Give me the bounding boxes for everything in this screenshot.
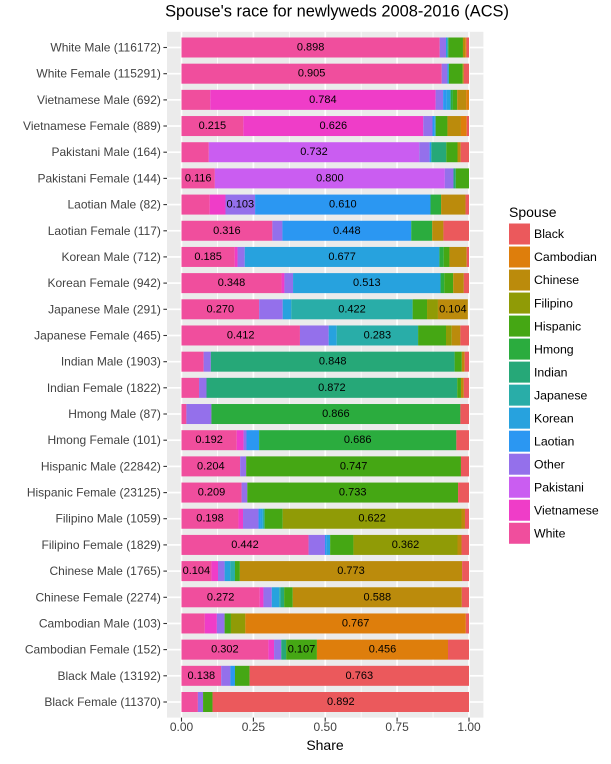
svg-text:0.442: 0.442 [231, 539, 259, 551]
svg-text:0.898: 0.898 [297, 42, 325, 54]
svg-text:0.448: 0.448 [333, 225, 361, 237]
svg-text:Cambodian Male (103): Cambodian Male (103) [39, 617, 161, 631]
svg-text:Korean Male (712): Korean Male (712) [62, 250, 161, 264]
svg-text:0.848: 0.848 [319, 356, 347, 368]
svg-text:Spouse's race for newlyweds 20: Spouse's race for newlyweds 2008-2016 (A… [165, 3, 509, 21]
svg-text:0.905: 0.905 [298, 68, 326, 80]
svg-text:Japanese Female (465): Japanese Female (465) [34, 329, 161, 343]
svg-text:Hispanic Female (23125): Hispanic Female (23125) [27, 486, 161, 500]
svg-text:Hispanic: Hispanic [534, 319, 581, 333]
svg-text:0.412: 0.412 [227, 330, 255, 342]
svg-text:Filipino Male (1059): Filipino Male (1059) [56, 512, 161, 526]
svg-text:0.204: 0.204 [197, 460, 225, 472]
svg-text:Indian: Indian [534, 365, 568, 379]
svg-text:Spouse: Spouse [509, 204, 557, 220]
svg-text:0.610: 0.610 [329, 199, 357, 211]
svg-text:0.362: 0.362 [392, 539, 420, 551]
svg-text:0.75: 0.75 [385, 720, 409, 734]
svg-text:Korean: Korean [534, 411, 574, 425]
svg-text:Filipino: Filipino [534, 296, 573, 310]
svg-text:Japanese Male (291): Japanese Male (291) [48, 302, 161, 316]
svg-text:Hispanic Male (22842): Hispanic Male (22842) [41, 459, 161, 473]
svg-text:0.25: 0.25 [242, 720, 266, 734]
svg-text:0.104: 0.104 [439, 303, 467, 315]
svg-text:0.00: 0.00 [170, 720, 194, 734]
svg-text:Laotian: Laotian [534, 434, 575, 448]
svg-text:0.348: 0.348 [218, 277, 246, 289]
svg-text:0.686: 0.686 [344, 434, 372, 446]
svg-text:Vietnamese: Vietnamese [534, 503, 599, 517]
svg-text:0.773: 0.773 [337, 565, 365, 577]
svg-text:0.209: 0.209 [198, 487, 226, 499]
svg-text:Vietnamese Male (692): Vietnamese Male (692) [37, 93, 161, 107]
svg-text:Hmong Male (87): Hmong Male (87) [68, 407, 161, 421]
svg-text:0.215: 0.215 [199, 120, 227, 132]
svg-text:0.513: 0.513 [353, 277, 381, 289]
svg-text:0.302: 0.302 [211, 644, 239, 656]
svg-text:0.116: 0.116 [185, 172, 212, 184]
svg-text:0.622: 0.622 [358, 513, 386, 525]
svg-text:Laotian Male (82): Laotian Male (82) [68, 198, 161, 212]
svg-text:Black Male (13192): Black Male (13192) [58, 669, 161, 683]
svg-text:Korean Female (942): Korean Female (942) [48, 276, 161, 290]
svg-text:Pakistani Female (144): Pakistani Female (144) [38, 171, 161, 185]
svg-text:0.733: 0.733 [339, 487, 367, 499]
svg-text:Hmong Female (101): Hmong Female (101) [48, 433, 161, 447]
svg-text:0.50: 0.50 [314, 720, 338, 734]
svg-text:Japanese: Japanese [534, 388, 587, 402]
svg-text:0.107: 0.107 [288, 644, 316, 656]
svg-text:0.316: 0.316 [213, 225, 241, 237]
svg-text:Cambodian Female (152): Cambodian Female (152) [25, 643, 161, 657]
svg-text:Share: Share [306, 737, 344, 753]
svg-text:0.103: 0.103 [227, 199, 255, 211]
svg-text:0.872: 0.872 [318, 382, 346, 394]
svg-text:0.732: 0.732 [300, 146, 328, 158]
svg-text:Chinese Female (2274): Chinese Female (2274) [35, 590, 160, 604]
svg-text:Cambodian: Cambodian [534, 250, 597, 264]
svg-text:Laotian Female (117): Laotian Female (117) [48, 224, 161, 238]
svg-text:0.272: 0.272 [207, 591, 235, 603]
svg-text:White: White [534, 527, 566, 541]
svg-text:0.747: 0.747 [340, 460, 368, 472]
svg-text:0.185: 0.185 [194, 251, 222, 263]
svg-text:Black Female (11370): Black Female (11370) [44, 695, 161, 709]
svg-text:0.784: 0.784 [309, 94, 337, 106]
svg-text:0.198: 0.198 [196, 513, 224, 525]
svg-text:Filipino Female (1829): Filipino Female (1829) [42, 538, 161, 552]
svg-text:White Male (116172): White Male (116172) [50, 41, 161, 55]
svg-text:Hmong: Hmong [534, 342, 574, 356]
svg-text:0.767: 0.767 [342, 618, 370, 630]
svg-text:Indian Male (1903): Indian Male (1903) [61, 355, 161, 369]
svg-text:0.677: 0.677 [328, 251, 356, 263]
svg-text:0.866: 0.866 [322, 408, 350, 420]
svg-text:Pakistani Male (164): Pakistani Male (164) [52, 145, 161, 159]
svg-text:0.800: 0.800 [316, 172, 344, 184]
svg-text:0.192: 0.192 [195, 434, 223, 446]
svg-text:0.892: 0.892 [327, 696, 355, 708]
svg-text:0.422: 0.422 [338, 303, 366, 315]
svg-text:0.283: 0.283 [364, 330, 392, 342]
svg-text:Other: Other [534, 457, 565, 471]
svg-text:0.626: 0.626 [320, 120, 348, 132]
svg-text:0.456: 0.456 [369, 644, 397, 656]
svg-text:Black: Black [534, 227, 565, 241]
svg-text:Vietnamese Female (889): Vietnamese Female (889) [23, 119, 161, 133]
svg-text:Chinese: Chinese [534, 273, 579, 287]
svg-text:0.588: 0.588 [364, 591, 392, 603]
svg-text:0.270: 0.270 [207, 303, 235, 315]
svg-text:0.138: 0.138 [188, 670, 216, 682]
svg-text:Pakistani: Pakistani [534, 480, 584, 494]
svg-text:1.00: 1.00 [457, 720, 481, 734]
svg-text:White Female (115291): White Female (115291) [36, 67, 161, 81]
svg-text:0.104: 0.104 [183, 565, 211, 577]
svg-text:Indian Female (1822): Indian Female (1822) [47, 381, 161, 395]
svg-text:Chinese Male (1765): Chinese Male (1765) [49, 564, 160, 578]
svg-text:0.763: 0.763 [346, 670, 374, 682]
